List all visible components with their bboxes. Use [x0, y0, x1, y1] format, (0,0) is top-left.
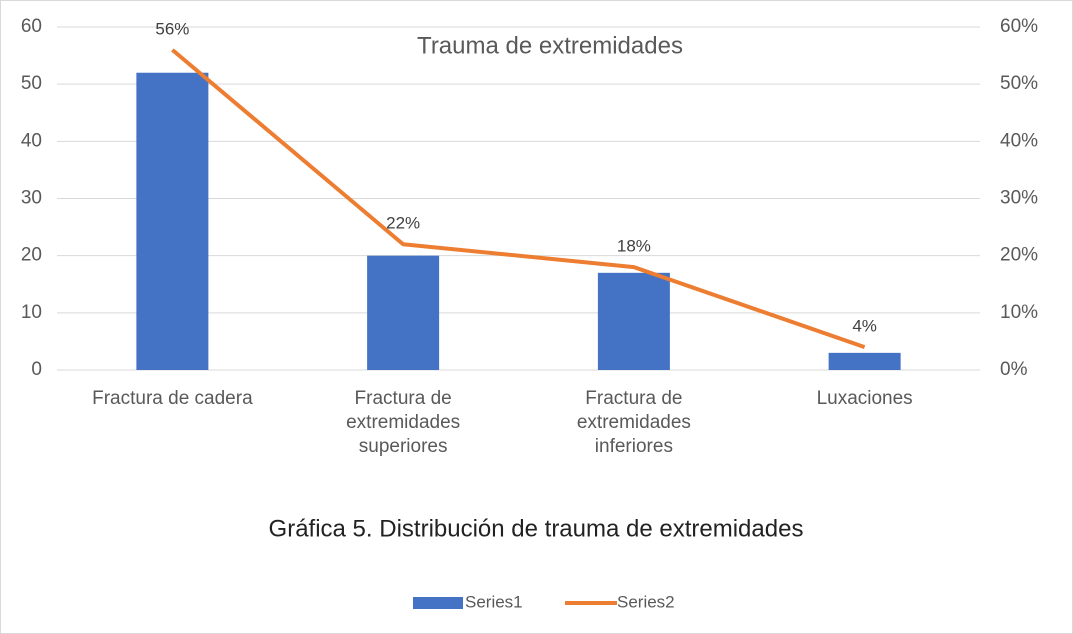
- x-tick-label: Fractura de cadera: [92, 388, 253, 409]
- data-label: 56%: [155, 19, 189, 38]
- y-tick-label: 40: [21, 130, 42, 151]
- chart-title: Trauma de extremidades: [417, 32, 683, 59]
- chart-caption: Gráfica 5. Distribución de trauma de ext…: [269, 515, 804, 542]
- y2-tick-label: 30%: [1000, 188, 1038, 209]
- y-tick-label: 60: [21, 16, 42, 37]
- y-tick-label: 0: [31, 359, 42, 380]
- data-label: 22%: [386, 214, 420, 233]
- line: [171, 48, 866, 350]
- legend-label: Series1: [465, 592, 523, 611]
- y2-tick-label: 20%: [1000, 245, 1038, 266]
- y2-tick-label: 60%: [1000, 16, 1038, 37]
- y2-tick-label: 10%: [1000, 302, 1038, 323]
- bar: [597, 272, 670, 370]
- bar: [136, 72, 209, 370]
- data-label: 18%: [617, 237, 651, 256]
- x-tick-label: Fractura de extremidades inferiores: [576, 388, 691, 457]
- legend-label: Series2: [617, 592, 675, 611]
- x-tick-label: Fractura de extremidades superiores: [346, 388, 461, 457]
- bar: [367, 255, 440, 370]
- y-tick-label: 50: [21, 73, 42, 94]
- legend-swatch: [413, 597, 463, 609]
- y2-tick-label: 0%: [1000, 359, 1028, 380]
- data-label: 4%: [852, 317, 877, 336]
- y-tick-label: 30: [21, 188, 42, 209]
- x-tick-label: Luxaciones: [816, 388, 913, 409]
- y2-tick-label: 50%: [1000, 73, 1038, 94]
- y-tick-label: 10: [21, 302, 42, 323]
- y-tick-label: 20: [21, 245, 42, 266]
- y2-tick-label: 40%: [1000, 130, 1038, 151]
- bar: [828, 352, 901, 370]
